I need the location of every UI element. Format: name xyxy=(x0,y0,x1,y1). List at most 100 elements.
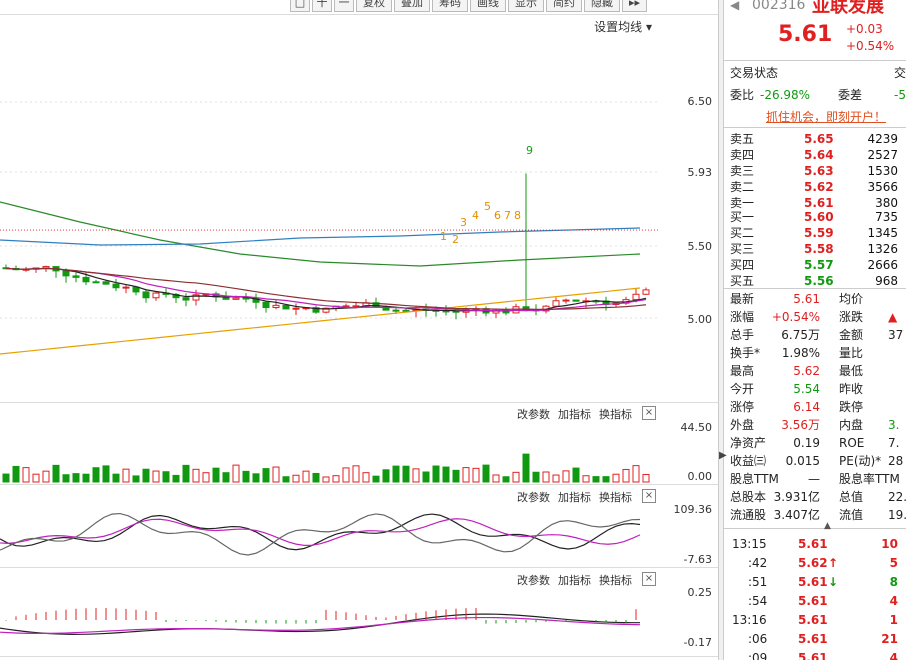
toolbar-button[interactable]: 显示 xyxy=(508,0,544,12)
back-arrow-icon[interactable]: ◀ xyxy=(730,0,740,12)
pane-divider xyxy=(0,484,718,485)
edit-params-button[interactable]: 改参数 xyxy=(517,574,550,587)
level-label: 买五 xyxy=(730,274,755,288)
volume-bar xyxy=(182,464,190,483)
toolbar-button[interactable]: 画线 xyxy=(470,0,506,12)
toolbar-button[interactable]: 叠加 xyxy=(394,0,430,12)
level-volume: 380 xyxy=(875,196,898,210)
tick-time: :06 xyxy=(748,632,768,646)
level-volume: 3566 xyxy=(867,180,898,194)
td-marker: 2 xyxy=(452,233,459,246)
toolbar-button[interactable]: 十 xyxy=(312,0,332,12)
volume-bar xyxy=(532,471,540,483)
ask-row[interactable]: 卖四 5.64 2527 xyxy=(724,147,906,163)
open-account-link[interactable]: 抓住机会，即刻开户！ xyxy=(766,110,887,124)
ask-row[interactable]: 卖一 5.61 380 xyxy=(724,195,906,211)
toolbar-button[interactable]: 隐藏 xyxy=(584,0,620,12)
indicator-line-dea xyxy=(0,616,641,635)
switch-indicator-button[interactable]: 换指标 xyxy=(599,408,632,421)
indicator-tick: 0.25 xyxy=(687,586,713,599)
stat-row: 今开 5.54 昨收 xyxy=(724,380,906,398)
order-ratio-value: -26.98% xyxy=(760,88,811,102)
edit-params-button[interactable]: 改参数 xyxy=(517,491,550,504)
stat-value: 3.931亿 xyxy=(773,490,820,504)
indicator-tick: -0.17 xyxy=(683,636,712,649)
level-label: 卖二 xyxy=(730,180,755,194)
volume-bar xyxy=(592,476,600,483)
close-icon[interactable]: × xyxy=(642,406,656,420)
level-price: 5.63 xyxy=(804,164,834,178)
stat-value: 3.56万 xyxy=(781,418,820,432)
ask-row[interactable]: 卖五 5.65 4239 xyxy=(724,131,906,147)
tick-price: 5.61 xyxy=(798,651,828,660)
candle-body xyxy=(282,304,290,310)
add-indicator-button[interactable]: 加指标 xyxy=(558,574,591,587)
tick-row: :42 5.62 ↑ 5 xyxy=(724,554,906,572)
stat-row: 涨停 6.14 跌停 xyxy=(724,398,906,416)
candle-body xyxy=(552,300,560,307)
bid-row[interactable]: 买一 5.60 735 xyxy=(724,209,906,225)
expand-icon[interactable]: ▲ xyxy=(824,521,831,531)
volume-bar xyxy=(422,471,430,483)
panel-splitter[interactable]: ▶ xyxy=(718,0,727,660)
switch-indicator-button[interactable]: 换指标 xyxy=(599,574,632,587)
td-marker: 7 xyxy=(504,209,511,222)
ask-row[interactable]: 卖二 5.62 3566 xyxy=(724,179,906,195)
toolbar-button[interactable]: ▸▸ xyxy=(622,0,648,12)
toolbar-button[interactable]: □ xyxy=(290,0,310,12)
candle-body xyxy=(152,292,160,299)
stat-value: 6.75万 xyxy=(781,328,820,342)
stat-row: 外盘 3.56万 内盘 3. xyxy=(724,416,906,434)
stat-value: 0.19 xyxy=(793,436,820,450)
divider xyxy=(724,60,906,61)
volume-bar xyxy=(462,467,470,483)
level-volume: 1326 xyxy=(867,242,898,256)
volume-bar xyxy=(62,474,70,483)
toolbar-button[interactable]: 复权 xyxy=(356,0,392,12)
stat-label: 净资产 xyxy=(730,436,767,450)
level-volume: 1345 xyxy=(867,226,898,240)
ma-settings-button[interactable]: 设置均线 ▾ xyxy=(594,20,652,34)
bid-row[interactable]: 买二 5.59 1345 xyxy=(724,225,906,241)
add-indicator-button[interactable]: 加指标 xyxy=(558,408,591,421)
bid-row[interactable]: 买五 5.56 968 xyxy=(724,273,906,289)
order-diff-label: 委差 xyxy=(838,88,863,102)
collapse-arrow-icon[interactable]: ▶ xyxy=(719,450,727,461)
switch-indicator-button[interactable]: 换指标 xyxy=(599,491,632,504)
volume-bar xyxy=(522,453,530,483)
level-price: 5.61 xyxy=(804,196,834,210)
level-label: 买四 xyxy=(730,258,755,272)
close-icon[interactable]: × xyxy=(642,489,656,503)
candle-body xyxy=(642,289,650,295)
tick-price: 5.61 xyxy=(798,575,828,589)
ask-row[interactable]: 卖三 5.63 1530 xyxy=(724,163,906,179)
close-icon[interactable]: × xyxy=(642,572,656,586)
volume-bar xyxy=(412,468,420,483)
volume-bar xyxy=(192,468,200,483)
indicator-line-k xyxy=(0,513,641,551)
stat-row: 收益㈢ 0.015 PE(动)* 28 xyxy=(724,452,906,470)
indicator2-pane-buttons: 改参数 加指标 换指标 xyxy=(517,572,632,588)
volume-bar xyxy=(432,465,440,483)
stat-value: 19. xyxy=(888,508,906,522)
candle-body xyxy=(562,299,570,302)
toolbar-button[interactable]: 一 xyxy=(334,0,354,12)
divider xyxy=(724,288,906,289)
tick-volume: 8 xyxy=(889,575,898,589)
add-indicator-button[interactable]: 加指标 xyxy=(558,491,591,504)
price-change-percent: +0.54% xyxy=(846,39,895,53)
volume-bar xyxy=(512,471,520,483)
stat-label: 总手 xyxy=(730,328,755,342)
toolbar-button[interactable]: 筹码 xyxy=(432,0,468,12)
chart-area[interactable]: □ 十一复权 叠加 筹码 画线 显示 简约 隐藏 ▸▸ 设置均线 ▾ 6.50 5.93 5.5… xyxy=(0,0,718,660)
volume-bar xyxy=(352,465,360,483)
candle-body xyxy=(402,309,410,312)
level-label: 买二 xyxy=(730,226,755,240)
bid-row[interactable]: 买三 5.58 1326 xyxy=(724,241,906,257)
volume-bar xyxy=(362,472,370,483)
tick-time: :51 xyxy=(748,575,768,589)
toolbar-button[interactable]: 简约 xyxy=(546,0,582,12)
edit-params-button[interactable]: 改参数 xyxy=(517,408,550,421)
bid-row[interactable]: 买四 5.57 2666 xyxy=(724,257,906,273)
